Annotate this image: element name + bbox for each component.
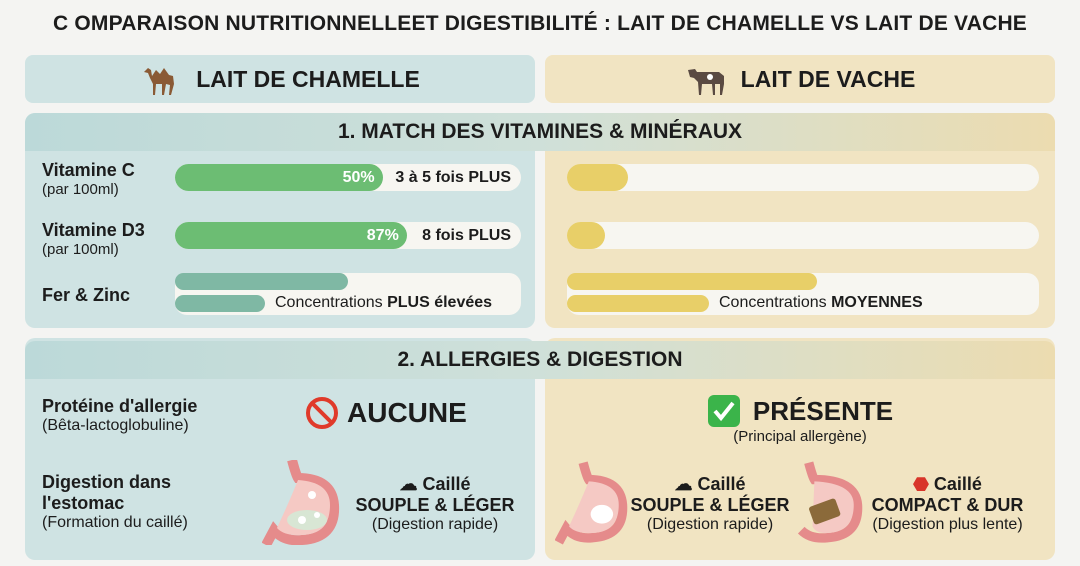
bar-fill: 50% [175, 164, 383, 191]
check-icon [707, 395, 740, 427]
camel-column-title: LAIT DE CHAMELLE [196, 65, 420, 92]
camel-iron-zinc-text: Concentrations PLUS élevées [275, 294, 493, 311]
cow-icon [687, 69, 724, 95]
cow-soft-curd: ☁ Caillé SOUPLE & LÉGER (Digestion rapid… [630, 474, 790, 533]
bar-fill [175, 295, 265, 312]
soft-curd-stomach-icon [555, 461, 628, 545]
stop-sign-icon: ⬣ [913, 474, 929, 494]
cow-iron-zinc-bars: Concentrations MOYENNES [567, 273, 1039, 315]
hard-curd-stomach-icon [797, 461, 863, 543]
vitd3-label: Vitamine D3 (par 100ml) [42, 220, 145, 258]
camel-vitd3-percent: 87% [366, 227, 399, 244]
iron-zinc-label: Fer & Zinc [42, 285, 131, 305]
bar-fill [175, 273, 348, 290]
cow-vitc-bar [567, 164, 1039, 191]
camel-vitc-percent: 50% [342, 169, 375, 186]
bar-fill [567, 222, 605, 249]
cow-iron-zinc-text: Concentrations MOYENNES [719, 294, 923, 311]
section2-title: 2. ALLERGIES & DIGESTION [397, 348, 683, 371]
camel-iron-zinc-bars: Concentrations PLUS élevées [175, 273, 521, 315]
section1-title: 1. MATCH DES VITAMINES & MINÉRAUX [337, 120, 743, 143]
camel-vitc-bar: 50% 3 à 5 fois PLUS [175, 164, 521, 191]
bar-fill: 87% [175, 222, 407, 249]
bar-fill [567, 164, 629, 191]
prohibited-icon [306, 397, 338, 429]
page-title: C OMPARAISON NUTRITIONNELLEET DIGESTIBIL… [52, 12, 1028, 35]
cow-column-title: LAIT DE VACHE [740, 65, 916, 92]
camel-allergy-value: AUCUNE [305, 396, 467, 430]
cow-column-header: LAIT DE VACHE [545, 55, 1055, 103]
digestion-label: Digestion dans l'estomac (Formation du cai… [42, 472, 188, 531]
camel-column-header: LAIT DE CHAMELLE [25, 55, 535, 103]
cow-hard-curd: ⬣ Caillé COMPACT & DUR (Digestion plus l… [871, 474, 1024, 533]
camel-icon [144, 68, 175, 95]
allergy-label: Protéine d'allergie (Bêta-lactoglobuline) [42, 396, 198, 434]
cow-allergy-value: PRÉSENTE (Principal allergène) [680, 394, 920, 445]
camel-vitd3-text: 8 fois PLUS [422, 227, 511, 244]
cloud-icon: ☁ [399, 474, 418, 494]
cloud-icon: ☁ [674, 474, 693, 494]
bar-fill [567, 273, 818, 290]
bar-fill [567, 295, 709, 312]
section2-header: 2. ALLERGIES & DIGESTION [25, 341, 1055, 379]
camel-vitc-text: 3 à 5 fois PLUS [395, 169, 511, 186]
camel-vitd3-bar: 87% 8 fois PLUS [175, 222, 521, 249]
soft-curd-stomach-icon [262, 460, 340, 545]
vitc-label: Vitamine C (par 100ml) [42, 160, 135, 198]
cow-vitd3-bar [567, 222, 1039, 249]
section1-header: 1. MATCH DES VITAMINES & MINÉRAUX [25, 113, 1055, 151]
camel-soft-curd: ☁ Caillé SOUPLE & LÉGER (Digestion rapid… [355, 474, 515, 533]
